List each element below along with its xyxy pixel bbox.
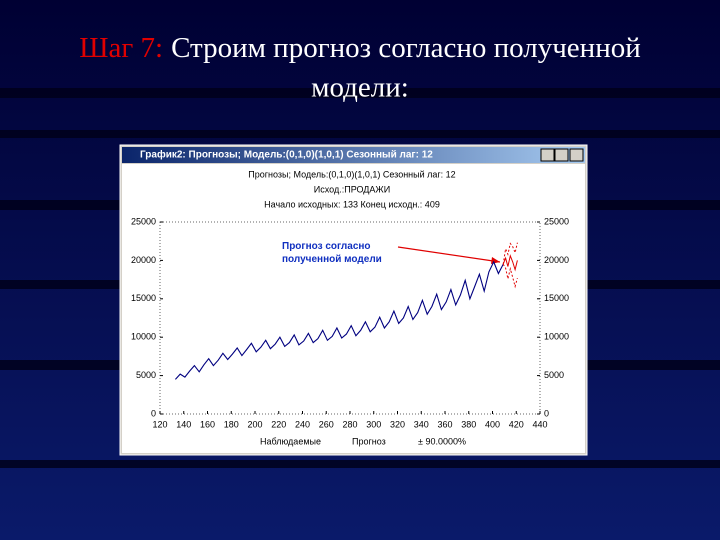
x-tick-label: 160 [200,419,215,429]
y-tick-label: 25000 [131,216,156,226]
x-tick-label: 280 [342,419,357,429]
series-band-upper [502,242,518,265]
annotation: Прогноз согласно полученной модели [282,241,382,265]
legend-label: Наблюдаемые [260,436,321,446]
x-tick-label: 260 [319,419,334,429]
y2-tick-label: 15000 [544,293,569,303]
y-tick-label: 15000 [131,293,156,303]
maximize[interactable] [554,148,569,162]
x-tick-label: 320 [390,419,405,429]
y2-tick-label: 25000 [544,216,569,226]
series-line [502,263,518,289]
window-title: График2: Прогнозы; Модель:(0,1,0)(1,0,1)… [140,149,433,161]
annotation-arrow [397,246,501,263]
x-tick-label: 360 [437,419,452,429]
x-tick-label: 220 [271,419,286,429]
x-tick-label: 340 [414,419,429,429]
series-line [502,254,518,272]
x-tick-label: 400 [485,419,500,429]
close[interactable] [569,148,584,162]
minimize[interactable] [540,148,555,162]
y-tick-label: 20000 [131,255,156,265]
step: Шаг 7: [79,32,163,64]
title-line-2: модели: [311,72,409,104]
y2-tick-label: 0 [544,408,549,418]
y-tick-label: 10000 [131,332,156,342]
x-tick-label: 240 [295,419,310,429]
x-tick-label: 440 [532,419,547,429]
chart-area [122,164,585,453]
y-tick-label: 5000 [136,370,156,380]
y-tick-label: 0 [151,408,156,418]
x-tick-label: 140 [176,419,191,429]
title-line: Строим прогноз согласно полученной [171,32,641,64]
title-bar [122,147,585,163]
x-tick-label: 300 [366,419,381,429]
y2-tick-label: 10000 [544,332,569,342]
slide-title: Шаг 7: Строим прогноз согласно полученной [79,32,640,64]
x-tick-label: 420 [509,419,524,429]
x-tick-label: 380 [461,419,476,429]
chart-note: Начало исходных: 133 Конец исходн.: 409 [264,199,440,209]
x-tick-label: 180 [224,419,239,429]
window-buttons[interactable] [540,148,584,162]
y2-tick-label: 20000 [544,255,569,265]
x-tick-label: 200 [247,419,262,429]
legend-label: Прогноз [352,436,386,446]
y2-tick-label: 5000 [544,370,564,380]
chart-subtitle: Исход.:ПРОДАЖИ [314,184,390,194]
series-line [174,260,504,380]
chart-title: Прогнозы; Модель:(0,1,0)(1,0,1) Сезонный… [248,169,455,179]
x-tick-label: 120 [152,419,167,429]
legend-label: ± 90.0000% [418,436,466,446]
